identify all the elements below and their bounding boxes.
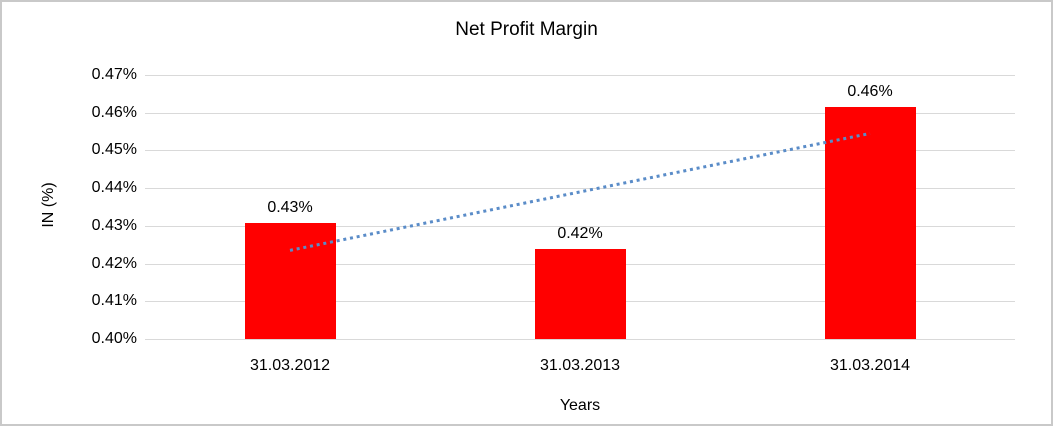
- bar-31.03.2014: [824, 107, 916, 339]
- y-tick-label: 0.40%: [91, 330, 137, 347]
- y-tick-label: 0.42%: [91, 254, 137, 272]
- y-axis-title: IN (%): [40, 182, 57, 228]
- bar-31.03.2012: [244, 223, 336, 339]
- x-axis-title: Years: [559, 397, 601, 414]
- y-tick-label: 0.47%: [91, 66, 137, 83]
- y-tick-label: 0.45%: [91, 141, 137, 159]
- x-tick-label: 31.03.2012: [249, 357, 331, 374]
- x-tick-label: 31.03.2014: [829, 357, 911, 374]
- y-tick-label: 0.44%: [91, 179, 137, 197]
- bar-data-label: 0.42%: [557, 225, 603, 243]
- bar-data-label: 0.43%: [267, 199, 313, 217]
- y-tick-label: 0.43%: [91, 216, 137, 234]
- bar-31.03.2013: [534, 249, 626, 339]
- gridline: [145, 112, 1015, 114]
- y-tick-label: 0.41%: [91, 292, 137, 310]
- y-tick-label: 0.46%: [91, 103, 137, 121]
- gridline: [145, 75, 1015, 76]
- chart-title: Net Profit Margin: [455, 19, 598, 40]
- gridline: [145, 339, 1015, 340]
- bar-data-label: 0.46%: [847, 83, 893, 101]
- x-tick-label: 31.03.2013: [539, 357, 621, 374]
